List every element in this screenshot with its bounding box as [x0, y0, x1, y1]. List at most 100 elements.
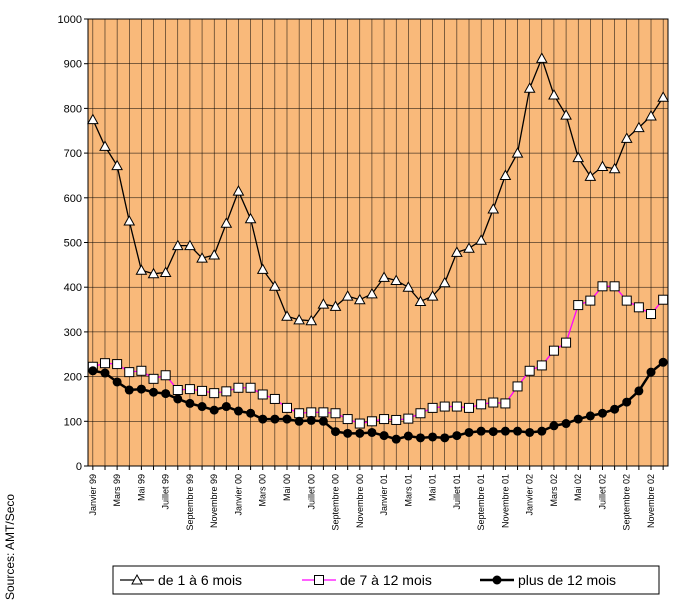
- data-point: [281, 310, 293, 321]
- data-point: [185, 398, 195, 408]
- x-tick-label: Janvier 99: [88, 474, 98, 516]
- data-point: [608, 162, 621, 174]
- data-point: [476, 399, 487, 410]
- data-point: [523, 82, 536, 93]
- data-point: [341, 290, 354, 301]
- x-tick-label: Mars 01: [403, 474, 413, 507]
- data-point: [438, 276, 451, 288]
- data-point: [633, 121, 645, 133]
- data-point: [209, 388, 220, 399]
- data-point: [184, 239, 196, 251]
- x-tick-label: Mars 02: [549, 474, 559, 507]
- data-point: [537, 426, 547, 436]
- data-point: [573, 300, 584, 311]
- data-point: [245, 382, 256, 393]
- legend-label: de 7 à 12 mois: [340, 572, 432, 588]
- data-point: [244, 212, 257, 224]
- data-point: [208, 248, 221, 260]
- data-point: [196, 252, 208, 263]
- data-point: [403, 413, 414, 424]
- data-point: [573, 414, 583, 424]
- data-point: [305, 314, 318, 326]
- data-point: [257, 389, 268, 400]
- data-point: [646, 309, 657, 320]
- legend-marker: [131, 573, 143, 585]
- data-point: [610, 404, 620, 414]
- data-point: [402, 281, 415, 292]
- data-point: [585, 411, 595, 421]
- data-point: [524, 365, 535, 376]
- data-point: [487, 202, 500, 214]
- data-point: [609, 281, 620, 292]
- legend-marker: [492, 575, 502, 585]
- data-point: [596, 160, 609, 172]
- data-point: [317, 298, 330, 309]
- data-point: [390, 274, 403, 285]
- data-point: [513, 426, 523, 436]
- data-point: [451, 401, 462, 412]
- data-point: [488, 427, 498, 437]
- x-tick-label: Septembre 99: [185, 474, 195, 531]
- data-point: [597, 408, 607, 418]
- data-point: [209, 405, 219, 415]
- data-point: [379, 431, 389, 441]
- data-point: [658, 357, 668, 367]
- x-tick-label: Novembre 02: [646, 474, 656, 528]
- legend-box: [112, 565, 660, 595]
- y-tick-label: 600: [64, 193, 82, 205]
- data-point: [353, 293, 366, 305]
- data-point: [159, 266, 172, 277]
- data-point: [415, 408, 426, 419]
- data-point: [391, 434, 401, 444]
- data-point: [294, 408, 305, 419]
- data-point: [99, 140, 111, 151]
- data-point: [560, 109, 572, 120]
- data-point: [379, 414, 390, 425]
- data-point: [512, 381, 523, 392]
- data-point: [233, 382, 244, 393]
- plot-border: [87, 18, 669, 467]
- data-point: [367, 427, 377, 437]
- x-tick-label: Septembre 00: [331, 474, 341, 531]
- data-point: [511, 147, 524, 158]
- data-point: [355, 428, 365, 438]
- data-point: [414, 295, 427, 307]
- data-point: [549, 421, 559, 431]
- data-point: [464, 427, 474, 437]
- x-tick-label: Juillet 02: [597, 474, 607, 510]
- x-tick-label: Mai 00: [282, 474, 292, 501]
- data-point: [160, 370, 171, 381]
- data-point: [136, 365, 147, 376]
- data-point: [318, 407, 329, 418]
- data-point: [184, 384, 195, 395]
- data-point: [366, 416, 377, 427]
- data-point: [475, 234, 487, 245]
- x-tick-label: Janvier 02: [525, 474, 535, 516]
- legend-marker: [314, 575, 324, 585]
- x-tick-label: Septembre 01: [476, 474, 486, 531]
- data-point: [572, 151, 585, 163]
- data-point: [536, 360, 547, 371]
- data-point: [256, 263, 269, 274]
- y-tick-label: 1000: [58, 14, 82, 26]
- data-point: [525, 427, 535, 437]
- data-point: [331, 427, 341, 437]
- data-point: [343, 428, 353, 438]
- data-point: [645, 109, 657, 121]
- data-point: [391, 414, 402, 425]
- data-point: [270, 414, 280, 424]
- y-tick-label: 400: [64, 282, 82, 294]
- data-point: [306, 415, 316, 425]
- x-tick-label: Novembre 99: [209, 474, 219, 528]
- data-point: [451, 246, 463, 257]
- x-tick-label: Mai 01: [428, 474, 438, 501]
- data-point: [633, 302, 644, 313]
- data-point: [658, 294, 669, 305]
- x-tick-label: Janvier 01: [379, 474, 389, 516]
- data-point: [135, 264, 148, 275]
- y-tick-label: 200: [64, 372, 82, 384]
- data-point: [112, 377, 122, 387]
- y-tick-label: 700: [64, 148, 82, 160]
- data-point: [621, 295, 632, 306]
